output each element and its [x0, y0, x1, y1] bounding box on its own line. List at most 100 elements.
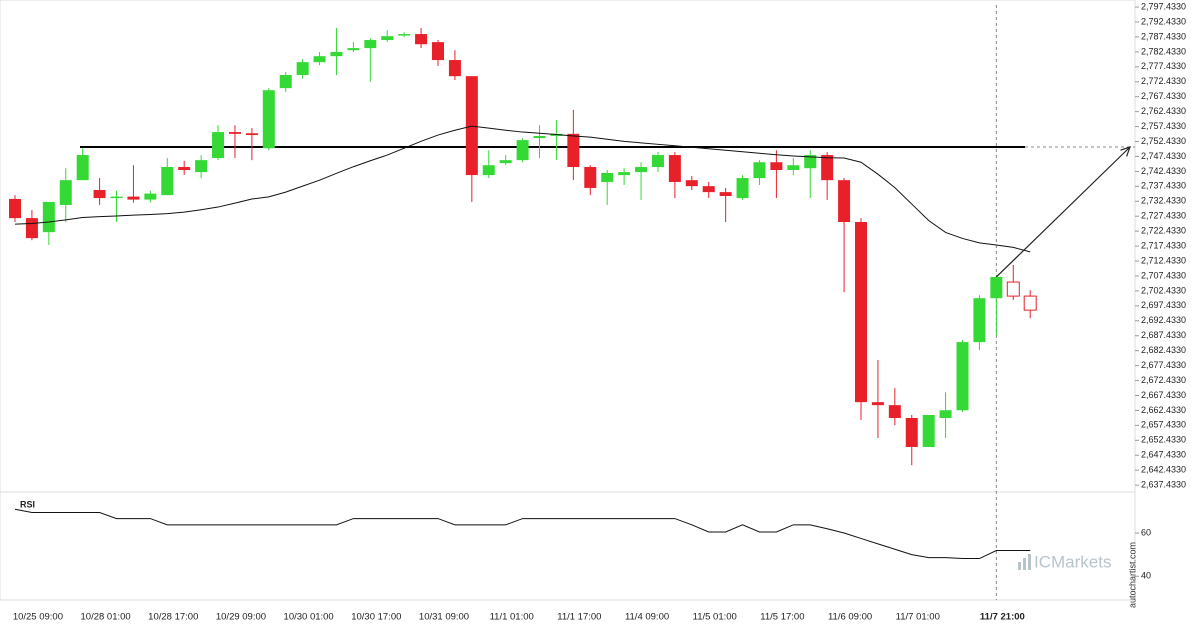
y-tick-label: 2,752.4330: [1141, 136, 1186, 146]
candle-body: [804, 155, 817, 169]
y-tick-label: 2,667.4330: [1141, 390, 1186, 400]
candle-body: [601, 172, 614, 182]
y-tick-label: 2,702.4330: [1141, 285, 1186, 295]
y-tick-label: 2,727.4330: [1141, 211, 1186, 221]
candle-body: [719, 192, 732, 196]
y-tick-label: 2,662.4330: [1141, 405, 1186, 415]
candle-body: [990, 276, 1003, 299]
candle-body: [296, 62, 309, 75]
y-tick-label: 2,777.4330: [1141, 61, 1186, 71]
candle-body: [922, 415, 935, 447]
y-tick-label: 2,687.4330: [1141, 330, 1186, 340]
watermark-icon: [1018, 554, 1031, 570]
rsi-tick-label: 60: [1141, 527, 1151, 537]
x-tick-label: 11/1 17:00: [557, 612, 601, 623]
y-tick-label: 2,772.4330: [1141, 76, 1186, 86]
candle-body: [161, 167, 174, 196]
candle-body: [533, 135, 546, 139]
candle-body: [42, 201, 55, 233]
candle-body: [381, 36, 394, 41]
candle-body: [499, 160, 512, 164]
x-tick-label: 10/28 01:00: [81, 612, 131, 623]
y-tick-label: 2,647.4330: [1141, 450, 1186, 460]
x-tick-label: 11/7 21:00: [980, 612, 1025, 623]
forecast-arrowhead: [1120, 146, 1131, 157]
candle-body: [651, 155, 664, 168]
y-tick-label: 2,797.4330: [1141, 1, 1186, 11]
candle-body: [448, 60, 461, 77]
y-tick-label: 2,782.4330: [1141, 46, 1186, 56]
candle-body: [939, 410, 952, 418]
y-tick-label: 2,742.4330: [1141, 166, 1186, 176]
y-tick-label: 2,737.4330: [1141, 181, 1186, 191]
y-tick-label: 2,707.4330: [1141, 270, 1186, 280]
y-tick-label: 2,722.4330: [1141, 226, 1186, 236]
y-tick-label: 2,712.4330: [1141, 255, 1186, 265]
credit: autochartist.com: [1127, 542, 1137, 608]
candle-body: [110, 196, 123, 199]
candle-body: [567, 133, 580, 168]
rsi-label: RSI: [20, 499, 35, 509]
candle-body: [516, 140, 529, 161]
x-tick-label: 10/31 09:00: [419, 612, 469, 623]
y-tick-label: 2,692.4330: [1141, 315, 1186, 325]
candle-body: [685, 180, 698, 187]
candle-body: [313, 56, 326, 63]
x-tick-label: 10/28 17:00: [148, 612, 198, 623]
y-tick-label: 2,677.4330: [1141, 360, 1186, 370]
x-tick-label: 11/5 01:00: [693, 612, 737, 623]
candle-body: [25, 218, 38, 239]
candle-body: [973, 298, 986, 343]
candle-body: [635, 167, 648, 173]
y-tick-label: 2,682.4330: [1141, 345, 1186, 355]
rsi-line: [14, 508, 1031, 560]
candle-body: [93, 190, 106, 199]
y-tick-label: 2,652.4330: [1141, 435, 1186, 445]
candle-body: [347, 48, 360, 51]
y-tick-label: 2,757.4330: [1141, 121, 1186, 131]
candle-body: [364, 40, 377, 49]
candle-body: [956, 342, 969, 411]
y-tick-label: 2,657.4330: [1141, 420, 1186, 430]
candle-body: [279, 74, 292, 89]
forecast-arrow: [995, 146, 1131, 278]
x-tick-label: 11/7 01:00: [896, 612, 940, 623]
candle-body: [127, 196, 140, 200]
candle-body: [432, 42, 444, 61]
y-tick-label: 2,762.4330: [1141, 106, 1186, 116]
candle-body: [144, 193, 157, 200]
x-tick-label: 11/5 17:00: [760, 612, 804, 623]
candle-body: [330, 51, 343, 57]
y-tick-label: 2,732.4330: [1141, 196, 1186, 206]
x-tick-label: 10/29 09:00: [216, 612, 266, 623]
x-tick-label: 10/30 17:00: [351, 612, 401, 623]
rsi-tick-label: 40: [1141, 571, 1151, 581]
y-tick-label: 2,717.4330: [1141, 240, 1186, 250]
candle-body: [787, 165, 800, 171]
plot-frame: [0, 0, 1136, 601]
candle-body: [1023, 295, 1037, 311]
candle-body: [905, 417, 918, 447]
candle-body: [770, 162, 783, 171]
candle-body: [821, 155, 834, 181]
y-tick-label: 2,672.4330: [1141, 375, 1186, 385]
y-tick-label: 2,747.4330: [1141, 151, 1186, 161]
candle-body: [855, 221, 867, 403]
y-tick-label: 2,792.4330: [1141, 16, 1186, 26]
candle-body: [195, 160, 208, 173]
y-tick-label: 2,642.4330: [1141, 465, 1186, 475]
candle-body: [178, 167, 191, 171]
candle-body: [584, 167, 597, 188]
moving-average: [14, 125, 1031, 253]
candle-body: [1006, 281, 1020, 297]
candle-body: [736, 178, 749, 199]
candle-body: [702, 186, 715, 193]
candle-body: [59, 180, 72, 205]
candle-body: [212, 132, 225, 159]
candle-body: [415, 34, 428, 45]
candle-body: [9, 198, 21, 219]
x-tick-label: 11/6 09:00: [828, 612, 872, 623]
x-tick-label: 10/30 01:00: [284, 612, 334, 623]
watermark: ICMarkets: [1034, 552, 1111, 571]
